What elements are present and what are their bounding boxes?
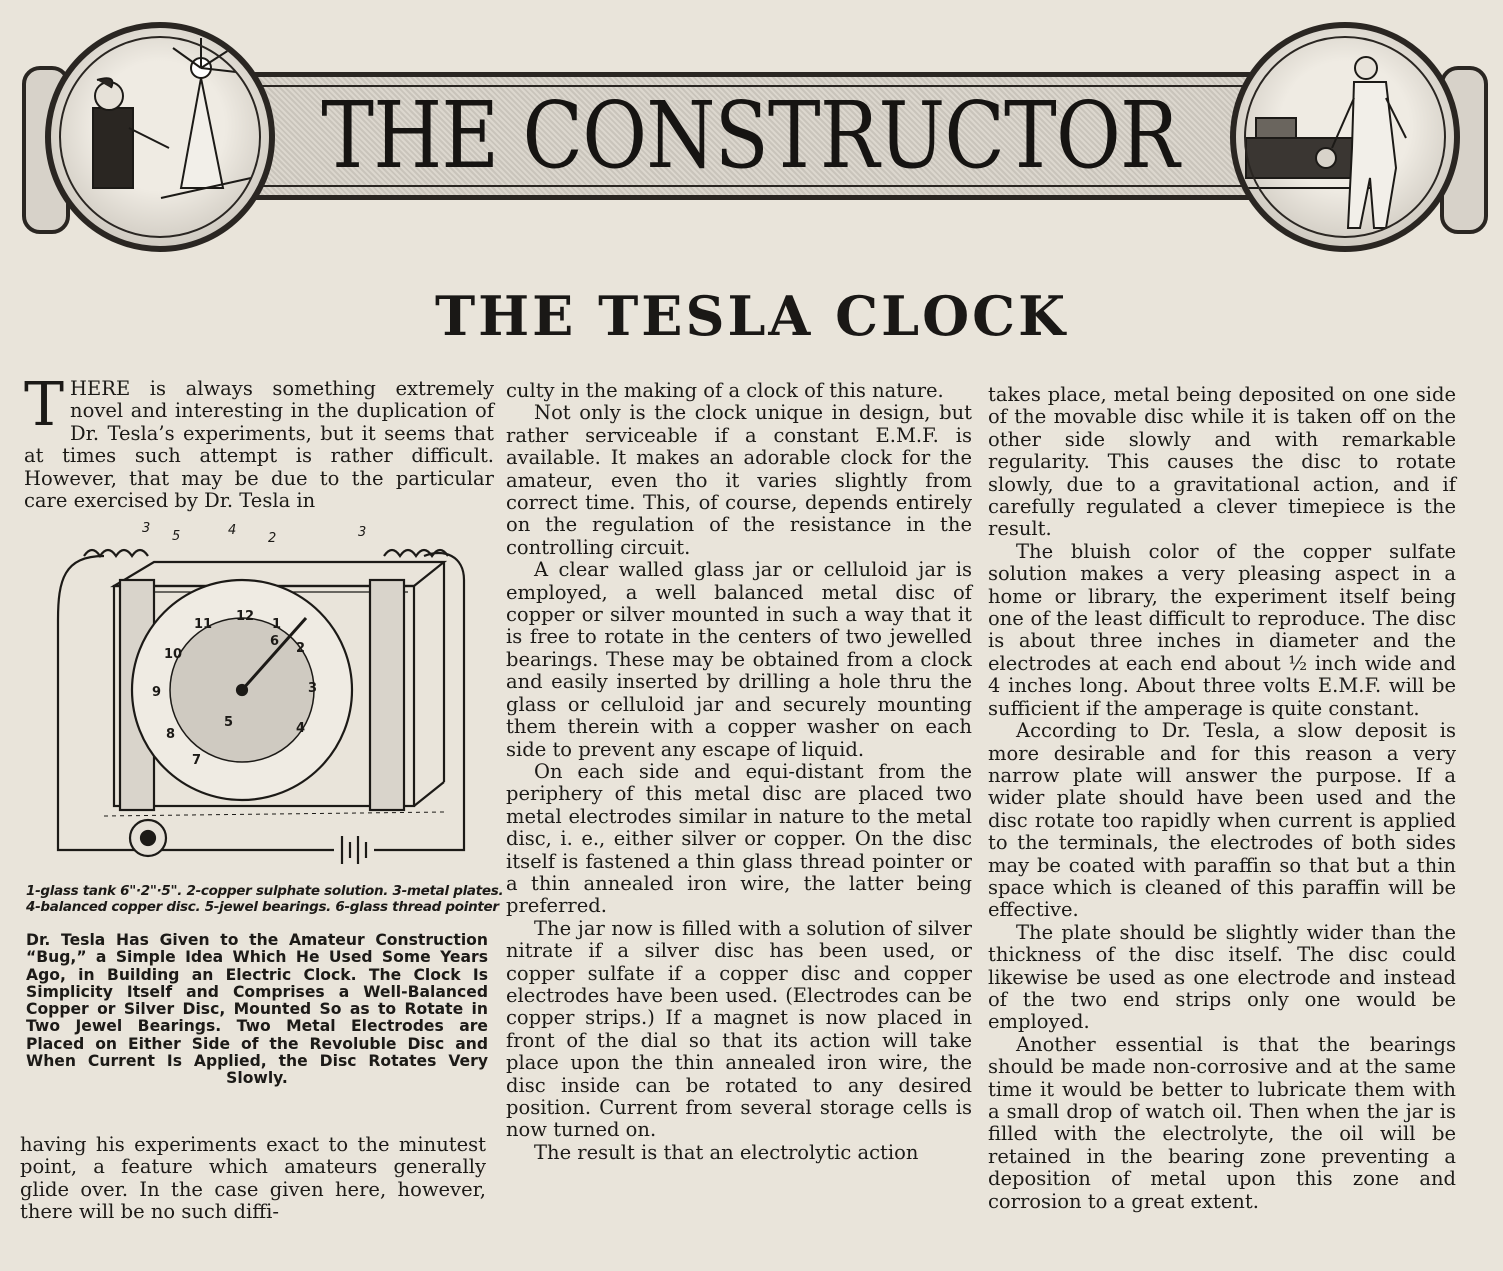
drop-cap: T bbox=[24, 370, 65, 440]
article-title: THE TESLA CLOCK bbox=[434, 284, 1069, 348]
paragraph: According to Dr. Tesla, a slow deposit i… bbox=[988, 719, 1456, 922]
figure-legend: 1-glass tank 6"·2"·5". 2-copper sulphate… bbox=[26, 883, 504, 915]
clock-apparatus-icon: 12 1 2 3 4 5 6 7 8 9 10 11 3 5 4 2 3 bbox=[56, 521, 466, 864]
machinist-illustration-icon bbox=[1236, 56, 1407, 229]
dial-number: 7 bbox=[192, 753, 201, 768]
dial-number: 11 bbox=[194, 617, 212, 632]
dial-number: 4 bbox=[296, 721, 305, 736]
paragraph-text: HERE is always something extremely novel… bbox=[24, 377, 494, 513]
medallion-machinist-illustration bbox=[1230, 22, 1460, 252]
tesla-clock-diagram: 12 1 2 3 4 5 6 7 8 9 10 11 3 5 4 2 3 bbox=[24, 520, 494, 920]
dial-number: 8 bbox=[166, 727, 175, 742]
dial-number: 12 bbox=[236, 609, 254, 624]
callout-label: 3 bbox=[142, 521, 150, 536]
paragraph: The jar now is filled with a solution of… bbox=[506, 916, 972, 1142]
dial-number: 3 bbox=[308, 681, 317, 696]
paragraph: Another essential is that the bearings s… bbox=[988, 1032, 1456, 1213]
callout-label: 5 bbox=[172, 529, 180, 544]
header-banner bbox=[250, 72, 1250, 200]
dial-numerals: 12 1 2 3 4 5 6 7 8 9 10 11 bbox=[152, 609, 317, 768]
medallion-scientist-illustration bbox=[45, 22, 275, 252]
figure-caption: Dr. Tesla Has Given to the Amateur Const… bbox=[26, 931, 488, 1088]
column-1-top: T HERE is always something extremely nove… bbox=[24, 370, 494, 513]
callout-numbers: 3 5 4 2 3 bbox=[142, 521, 366, 546]
paragraph: The plate should be slightly wider than … bbox=[988, 920, 1456, 1034]
dial-number: 6 bbox=[270, 634, 279, 649]
legend-line: 1-glass tank 6"·2"·5". 2-copper sulphate… bbox=[26, 883, 504, 899]
paragraph: The bluish color of the copper sulfate s… bbox=[988, 539, 1456, 720]
callout-label: 3 bbox=[358, 525, 366, 540]
callout-label: 4 bbox=[228, 523, 236, 538]
column-3: takes place, metal being deposited on on… bbox=[988, 383, 1456, 1213]
paragraph: having his experiments exact to the minu… bbox=[20, 1133, 486, 1224]
paragraph: The result is that an electrolytic actio… bbox=[534, 1140, 919, 1164]
dial-number: 10 bbox=[164, 647, 182, 662]
paragraph: A clear walled glass jar or celluloid ja… bbox=[506, 558, 972, 761]
paragraph: takes place, metal being deposited on on… bbox=[988, 383, 1456, 541]
callout-label: 2 bbox=[268, 531, 276, 546]
paragraph: T HERE is always something extremely nove… bbox=[24, 370, 494, 513]
column-1-bottom: having his experiments exact to the minu… bbox=[20, 1133, 486, 1224]
section-title: THE CONSTRUCTOR bbox=[321, 81, 1179, 189]
dial-number: 1 bbox=[272, 617, 281, 632]
scientist-illustration-icon bbox=[92, 38, 252, 199]
paragraph: On each side and equi-distant from the p… bbox=[506, 759, 972, 918]
dial-number: 5 bbox=[224, 715, 233, 730]
legend-line: 4-balanced copper disc. 5-jewel bearings… bbox=[26, 899, 499, 915]
dial-number: 9 bbox=[152, 685, 161, 700]
column-2: culty in the making of a clock of this n… bbox=[506, 379, 972, 1164]
paragraph: culty in the making of a clock of this n… bbox=[506, 379, 944, 402]
dial-number: 2 bbox=[296, 641, 305, 656]
paragraph: Not only is the clock unique in design, … bbox=[506, 401, 972, 559]
